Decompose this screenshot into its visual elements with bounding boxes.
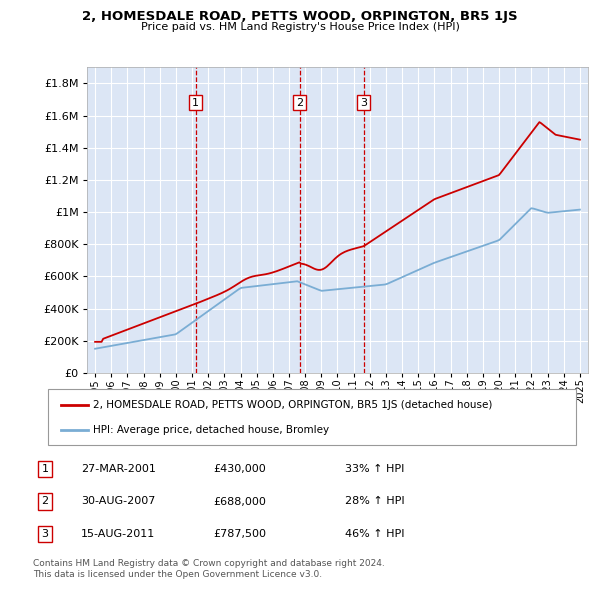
Text: 33% ↑ HPI: 33% ↑ HPI (345, 464, 404, 474)
Text: 1: 1 (41, 464, 49, 474)
Text: 2, HOMESDALE ROAD, PETTS WOOD, ORPINGTON, BR5 1JS (detached house): 2, HOMESDALE ROAD, PETTS WOOD, ORPINGTON… (93, 399, 492, 409)
Text: £430,000: £430,000 (213, 464, 266, 474)
Text: 2, HOMESDALE ROAD, PETTS WOOD, ORPINGTON, BR5 1JS: 2, HOMESDALE ROAD, PETTS WOOD, ORPINGTON… (82, 10, 518, 23)
Text: 46% ↑ HPI: 46% ↑ HPI (345, 529, 404, 539)
Text: This data is licensed under the Open Government Licence v3.0.: This data is licensed under the Open Gov… (33, 571, 322, 579)
Text: 1: 1 (192, 98, 199, 107)
Text: £787,500: £787,500 (213, 529, 266, 539)
Text: 2: 2 (41, 497, 49, 506)
FancyBboxPatch shape (48, 389, 576, 445)
Text: £688,000: £688,000 (213, 497, 266, 506)
Text: 3: 3 (360, 98, 367, 107)
Text: 28% ↑ HPI: 28% ↑ HPI (345, 497, 404, 506)
Text: 3: 3 (41, 529, 49, 539)
Text: 30-AUG-2007: 30-AUG-2007 (81, 497, 155, 506)
Text: Price paid vs. HM Land Registry's House Price Index (HPI): Price paid vs. HM Land Registry's House … (140, 22, 460, 32)
Text: 27-MAR-2001: 27-MAR-2001 (81, 464, 156, 474)
Text: Contains HM Land Registry data © Crown copyright and database right 2024.: Contains HM Land Registry data © Crown c… (33, 559, 385, 568)
Text: HPI: Average price, detached house, Bromley: HPI: Average price, detached house, Brom… (93, 425, 329, 435)
Text: 2: 2 (296, 98, 303, 107)
Text: 15-AUG-2011: 15-AUG-2011 (81, 529, 155, 539)
